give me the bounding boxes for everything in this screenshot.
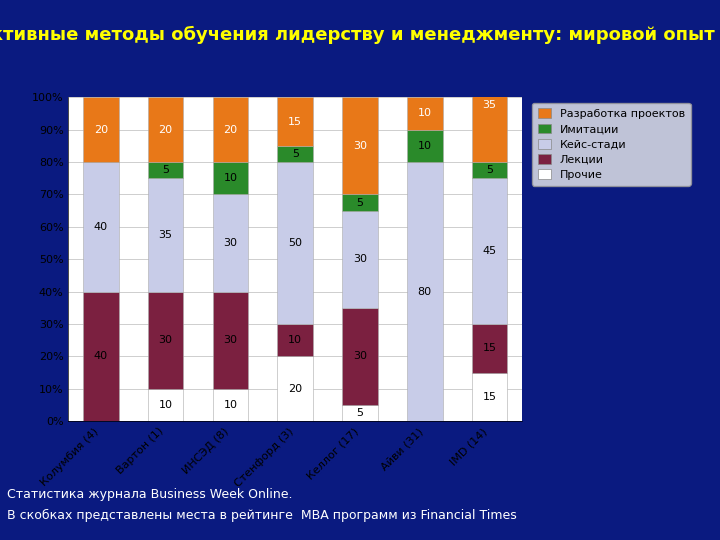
Text: 5: 5 [356,408,364,418]
Bar [342,97,378,194]
Bar [212,292,248,389]
Text: 5: 5 [292,149,299,159]
Bar [342,308,378,405]
Text: 20: 20 [288,384,302,394]
Text: 20: 20 [223,125,238,134]
Bar [83,292,119,421]
Text: 30: 30 [353,352,367,361]
Bar [148,162,184,178]
Text: 30: 30 [353,254,367,264]
Text: Активные методы обучения лидерству и менеджменту: мировой опыт: Активные методы обучения лидерству и мен… [0,26,714,44]
Bar [472,49,508,162]
Bar [472,178,508,324]
Bar [277,97,313,146]
Text: 5: 5 [162,165,169,175]
Bar [212,162,248,194]
Text: 5: 5 [486,165,493,175]
Text: 35: 35 [482,100,497,110]
Text: 30: 30 [223,238,238,248]
Bar [342,194,378,211]
Text: 40: 40 [94,222,108,232]
Text: 30: 30 [353,141,367,151]
Text: 45: 45 [482,246,497,256]
Text: 40: 40 [94,352,108,361]
Text: 30: 30 [158,335,173,345]
Bar [277,146,313,162]
Text: 15: 15 [482,343,497,353]
Bar [472,373,508,421]
Text: 5: 5 [356,198,364,207]
Text: 10: 10 [418,109,432,118]
Text: 30: 30 [223,335,238,345]
Bar [342,211,378,308]
Bar [472,162,508,178]
Text: 20: 20 [94,125,108,134]
Bar [148,97,184,162]
Bar [212,97,248,162]
Text: 15: 15 [482,392,497,402]
Text: 10: 10 [223,173,238,183]
Bar [277,324,313,356]
Bar [472,324,508,373]
Bar [212,194,248,292]
Bar [148,292,184,389]
Text: Статистика журнала Business Week Online.: Статистика журнала Business Week Online. [7,488,293,501]
Bar [342,405,378,421]
Text: 10: 10 [418,141,432,151]
Bar [212,389,248,421]
Text: 35: 35 [158,230,173,240]
Text: 10: 10 [288,335,302,345]
Bar [148,178,184,292]
Text: 10: 10 [223,400,238,410]
Text: 20: 20 [158,125,173,134]
Bar [407,162,443,421]
Text: 50: 50 [288,238,302,248]
Legend: Разработка проектов, Имитации, Кейс-стади, Лекции, Прочие: Разработка проектов, Имитации, Кейс-стад… [532,103,690,186]
Bar [277,356,313,421]
Bar [148,389,184,421]
Bar [407,97,443,130]
Bar [407,130,443,162]
Bar [277,162,313,324]
Text: 80: 80 [418,287,432,296]
Text: В скобках представлены места в рейтинге  MBA программ из Financial Times: В скобках представлены места в рейтинге … [7,509,517,522]
Bar [83,97,119,162]
Bar [83,162,119,292]
Text: 10: 10 [158,400,173,410]
Text: 15: 15 [288,117,302,126]
